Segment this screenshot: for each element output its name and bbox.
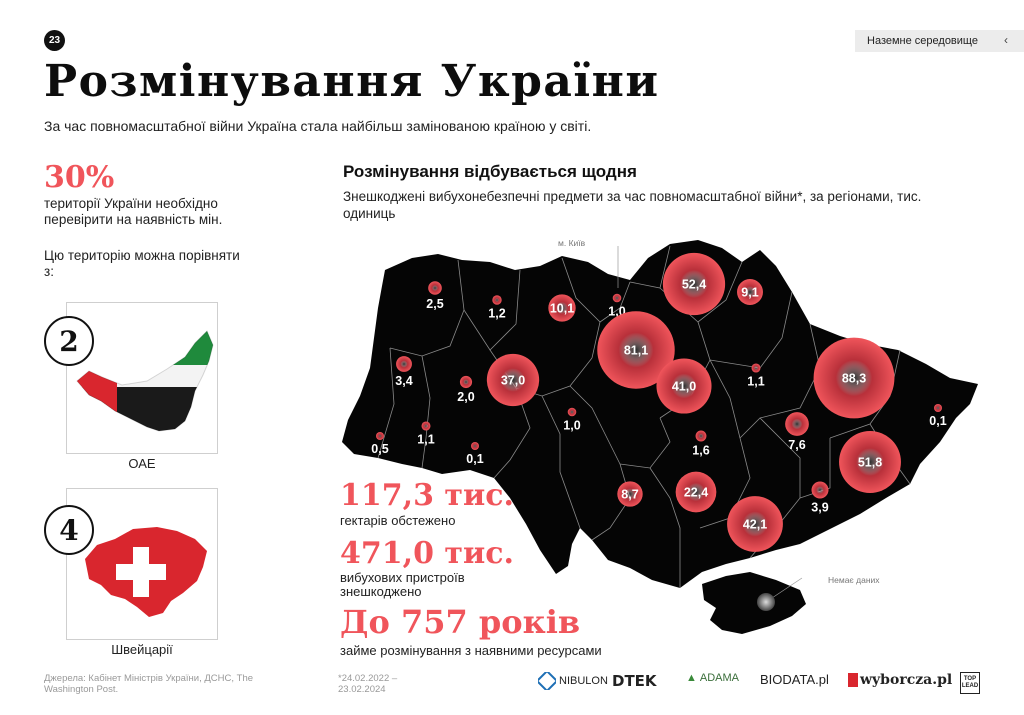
region-value-label: 0,1 [929, 414, 946, 428]
region-value-label: 22,4 [684, 486, 708, 500]
region-value-label: 8,7 [621, 488, 638, 502]
region-value-label: 41,0 [672, 380, 696, 394]
page-title: Розмінування України [44, 56, 660, 107]
switzerland-card [66, 488, 218, 640]
biodata-logo[interactable]: BIODATA.pl [760, 672, 829, 687]
dtek-logo-text: DTEK [612, 672, 657, 690]
region-bubble [695, 430, 707, 442]
region-value-label: 52,4 [682, 278, 706, 292]
wyborcza-logo[interactable]: wyborcza.pl [848, 672, 952, 688]
rank-badge-uae: 2 [44, 316, 94, 366]
region-bubble [727, 496, 783, 552]
region-bubble [813, 337, 895, 419]
page-subtitle: За час повномасштабної війни Україна ста… [44, 118, 592, 134]
section-tab[interactable]: Наземне середовище ‹ [855, 30, 1024, 52]
uae-card [66, 302, 218, 454]
region-bubble [459, 375, 473, 389]
nibulon-icon [538, 672, 556, 690]
wyborcza-logo-text: wyborcza.pl [860, 672, 953, 688]
region-bubble [934, 404, 942, 412]
region-bubble [675, 471, 717, 513]
region-value-label: 37,0 [501, 374, 525, 388]
region-bubble [421, 421, 431, 431]
stat-devices-value: 471,0 тис. [340, 536, 514, 571]
region-bubble [785, 412, 809, 436]
region-bubble [471, 442, 479, 450]
region-bubble [492, 295, 502, 305]
stat-hectares-label: гектарів обстежено [340, 513, 456, 528]
region-bubble [839, 431, 901, 493]
region-bubble [428, 281, 442, 295]
region-bubble [376, 432, 384, 440]
region-value-label: 81,1 [624, 344, 648, 358]
region-value-label: 1,1 [417, 433, 434, 447]
region-bubble [396, 356, 412, 372]
ukraine-mainland-shape [342, 240, 978, 588]
region-bubble [567, 407, 577, 417]
region-bubble [548, 294, 576, 322]
chevron-left-icon[interactable]: ‹ [1004, 33, 1008, 47]
nibulon-logo[interactable]: NIBULON [538, 672, 608, 690]
stat-hectares-value: 117,3 тис. [340, 478, 514, 513]
no-data-callout: Немає даних [828, 575, 880, 585]
nibulon-logo-text: NIBULON [559, 675, 608, 687]
region-value-label: 10,1 [550, 302, 574, 316]
crimea-shape [702, 572, 806, 634]
region-value-label: 42,1 [743, 518, 767, 532]
adama-leaf-icon: ▲ [686, 672, 697, 684]
region-value-label: 2,5 [426, 297, 443, 311]
region-value-label: 1,2 [488, 307, 505, 321]
map-title: Розмінування відбувається щодня [343, 162, 637, 181]
region-value-label: 88,3 [842, 372, 866, 386]
uae-flag-map-icon [76, 330, 214, 432]
stat-years-label: займе розмінування з наявними ресурсами [340, 643, 602, 658]
page-number-badge: 23 [44, 30, 65, 51]
adama-logo[interactable]: ▲ ADAMA [686, 672, 739, 684]
stat-years-value: До 757 років [340, 603, 581, 641]
biodata-logo-text: BIODATA.pl [760, 672, 829, 687]
region-value-label: 1,1 [747, 375, 764, 389]
kyiv-callout: м. Київ [558, 238, 586, 248]
region-value-label: 1,6 [692, 443, 709, 457]
section-tab-label: Наземне середовище [867, 35, 978, 47]
region-bubble [597, 311, 675, 389]
region-value-label: 0,1 [466, 452, 483, 466]
region-bubble [662, 252, 726, 316]
region-value-label: 1,0 [563, 418, 580, 432]
region-value-label: 51,8 [858, 456, 882, 470]
ukraine-map: м. Київ Немає даних 2,5 1,2 10,1 1,0 52,4 9,1… [342, 238, 978, 634]
region-bubble [811, 481, 829, 499]
sources-note: Джерела: Кабінет Міністрів України, ДСНС… [44, 673, 254, 695]
compare-text: Цю територію можна порівняти з: [44, 248, 240, 279]
region-value-label: 3,9 [811, 500, 828, 514]
percent-stat: 30% [44, 160, 115, 195]
dtek-logo[interactable]: DTEK [612, 672, 657, 690]
toplead-logo-text: TOP LEAD [961, 676, 979, 689]
region-value-label: 3,4 [395, 374, 412, 388]
toplead-logo[interactable]: TOP LEAD [960, 672, 980, 694]
stat-devices-label: вибухових пристроїв знешкоджено [340, 570, 465, 599]
switzerland-flag-map-icon [85, 527, 207, 617]
region-bubble [486, 353, 540, 407]
wyborcza-box-icon [848, 673, 858, 687]
region-bubble [737, 279, 763, 305]
switzerland-caption: Швейцарії [111, 642, 173, 657]
region-bubble [751, 363, 761, 373]
region-value-label: 0,5 [371, 442, 388, 456]
region-value-label: 2,0 [457, 390, 474, 404]
region-bubble [656, 358, 712, 414]
region-bubble [612, 293, 622, 303]
adama-logo-text: ADAMA [699, 672, 740, 684]
region-value-label: 9,1 [741, 286, 758, 300]
region-value-label: 7,6 [788, 438, 805, 452]
period-note: *24.02.2022 – 23.02.2024 [338, 673, 398, 695]
uae-caption: ОАЕ [128, 456, 156, 471]
rank-badge-switzerland: 4 [44, 505, 94, 555]
no-data-marker [757, 593, 775, 611]
percent-description: території України необхідно перевірити н… [44, 196, 223, 227]
map-subtitle: Знешкоджені вибухонебезпечні предмети за… [343, 189, 922, 221]
region-bubble [617, 481, 643, 507]
